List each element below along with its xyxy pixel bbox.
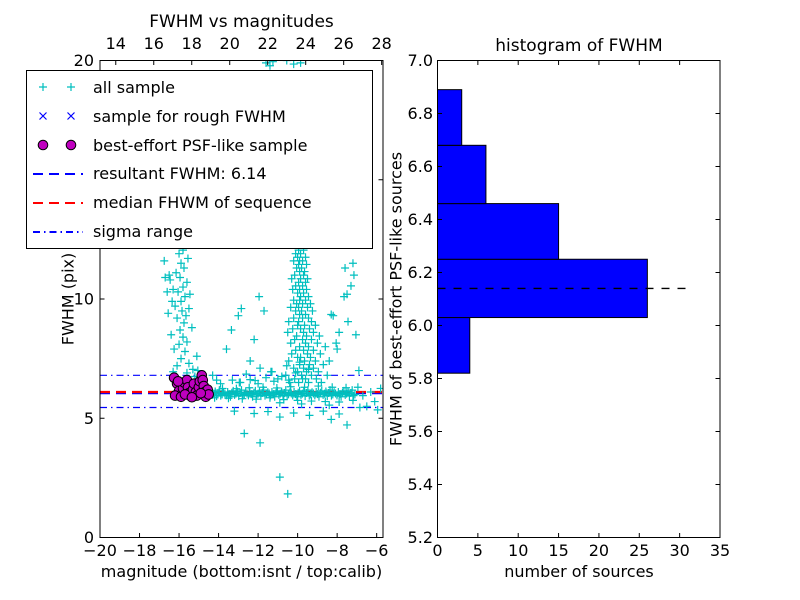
svg-text:20: 20 bbox=[589, 541, 609, 560]
svg-text:20: 20 bbox=[74, 51, 94, 70]
svg-text:−16: −16 bbox=[162, 541, 196, 560]
svg-text:6.0: 6.0 bbox=[408, 316, 433, 335]
svg-text:24: 24 bbox=[296, 34, 316, 53]
svg-text:5.4: 5.4 bbox=[408, 475, 433, 494]
legend: all sample sample for rough FWHM best-ef… bbox=[26, 70, 373, 249]
svg-text:35: 35 bbox=[710, 541, 730, 560]
svg-text:10: 10 bbox=[508, 541, 528, 560]
circle-marker-icon bbox=[37, 139, 77, 151]
series-plus bbox=[160, 60, 383, 498]
svg-text:−14: −14 bbox=[202, 541, 236, 560]
svg-text:0: 0 bbox=[432, 541, 442, 560]
legend-entry-sigma-range: sigma range bbox=[31, 218, 368, 246]
svg-text:5.6: 5.6 bbox=[408, 422, 433, 441]
svg-text:5: 5 bbox=[473, 541, 483, 560]
svg-text:−12: −12 bbox=[241, 541, 275, 560]
svg-text:0: 0 bbox=[84, 528, 94, 547]
left-plot-title: FWHM vs magnitudes bbox=[149, 12, 334, 32]
legend-entry-median-fwhm: median FHWM of sequence bbox=[31, 189, 368, 217]
legend-label: resultant FWHM: 6.14 bbox=[93, 164, 267, 184]
blue-dashed-line-icon bbox=[33, 172, 83, 175]
legend-entry-psf-sample: best-effort PSF-like sample bbox=[31, 131, 368, 159]
right-plot-ylabel: FWHM of best-effort PSF-like sources bbox=[386, 151, 406, 447]
left-plot-ylabel: FWHM (pix) bbox=[58, 252, 78, 346]
svg-text:6.8: 6.8 bbox=[408, 104, 433, 123]
svg-text:15: 15 bbox=[548, 541, 568, 560]
svg-text:−20: −20 bbox=[83, 541, 117, 560]
svg-text:28: 28 bbox=[371, 34, 391, 53]
right-plot-xlabel: number of sources bbox=[504, 562, 654, 581]
svg-text:5.2: 5.2 bbox=[408, 528, 433, 547]
blue-dashdot-line-icon bbox=[33, 230, 83, 233]
legend-entry-rough-fwhm-sample: sample for rough FWHM bbox=[31, 102, 368, 130]
svg-text:30: 30 bbox=[669, 541, 689, 560]
svg-text:7.0: 7.0 bbox=[408, 51, 433, 70]
right-plot-title: histogram of FWHM bbox=[495, 36, 663, 56]
svg-text:20: 20 bbox=[220, 34, 240, 53]
scatter-plot-content bbox=[100, 60, 383, 498]
svg-text:6.2: 6.2 bbox=[408, 263, 433, 282]
x-marker-icon bbox=[39, 112, 75, 121]
svg-text:−8: −8 bbox=[325, 541, 349, 560]
legend-label: sigma range bbox=[93, 222, 193, 242]
histogram-bars bbox=[437, 89, 648, 374]
svg-text:14: 14 bbox=[106, 34, 126, 53]
legend-label: median FHWM of sequence bbox=[93, 193, 312, 213]
svg-text:18: 18 bbox=[182, 34, 202, 53]
legend-label: all sample bbox=[93, 77, 175, 97]
series-circle bbox=[168, 370, 214, 403]
svg-text:26: 26 bbox=[334, 34, 354, 53]
svg-text:16: 16 bbox=[144, 34, 164, 53]
svg-text:−6: −6 bbox=[365, 541, 389, 560]
legend-entry-all-sample: all sample bbox=[31, 73, 368, 101]
svg-text:6.6: 6.6 bbox=[408, 157, 433, 176]
axis-ticks: −20 −18 −16 −14 −12 −10 −8 −614 16 18 20 22 24 26 2805… bbox=[74, 34, 731, 560]
svg-text:−10: −10 bbox=[281, 541, 315, 560]
svg-text:25: 25 bbox=[629, 541, 649, 560]
svg-text:−18: −18 bbox=[123, 541, 157, 560]
svg-text:10: 10 bbox=[74, 290, 94, 309]
left-plot-xlabel: magnitude (bottom:isnt / top:calib) bbox=[100, 562, 383, 581]
legend-label: best-effort PSF-like sample bbox=[93, 135, 308, 155]
svg-text:6.4: 6.4 bbox=[408, 210, 433, 229]
svg-text:22: 22 bbox=[258, 34, 278, 53]
svg-text:5.8: 5.8 bbox=[408, 369, 433, 388]
plus-marker-icon bbox=[39, 83, 75, 92]
red-dashed-line-icon bbox=[33, 201, 83, 204]
legend-entry-resultant-fwhm: resultant FWHM: 6.14 bbox=[31, 160, 368, 188]
legend-label: sample for rough FWHM bbox=[93, 106, 286, 126]
svg-text:5: 5 bbox=[84, 409, 94, 428]
